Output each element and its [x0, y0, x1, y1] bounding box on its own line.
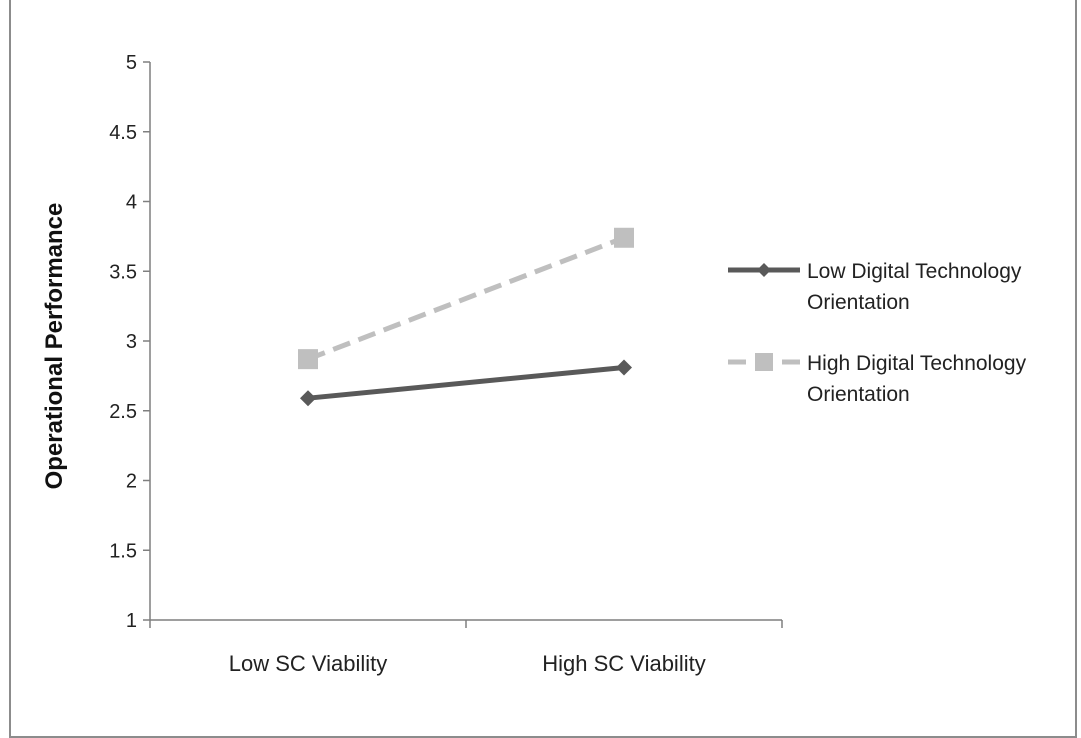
line-chart: 1 1.5 2 2.5 3 3.5 4 4.5 5 Low SC Viability High S… [41, 52, 1027, 676]
y-tick-label: 4.5 [109, 122, 137, 144]
x-axis-ticks: Low SC Viability High SC Viability [149, 620, 783, 676]
y-tick-label: 1.5 [109, 540, 137, 562]
series-layer [298, 227, 634, 407]
legend-label: High Digital Technology [807, 352, 1027, 375]
legend-label: Low Digital Technology [807, 260, 1022, 283]
x-tick-label: Low SC Viability [229, 651, 388, 676]
series-1 [300, 359, 632, 407]
legend-marker-swatch [755, 353, 773, 371]
y-tick-label: 2.5 [109, 401, 137, 423]
y-tick-label: 3.5 [109, 261, 137, 283]
data-point-marker [298, 349, 318, 370]
data-point-marker [616, 359, 632, 376]
series-line [307, 365, 625, 401]
legend-label: Orientation [807, 291, 910, 314]
series-line [307, 235, 625, 362]
data-point-marker [300, 390, 316, 407]
data-point-marker [614, 227, 634, 248]
y-tick-label: 5 [126, 52, 137, 74]
axes [149, 62, 782, 621]
series-2 [298, 227, 634, 370]
y-tick-label: 1 [126, 610, 137, 632]
y-tick-label: 4 [126, 192, 137, 214]
legend-label: Orientation [807, 383, 910, 406]
legend-marker-swatch [757, 263, 771, 277]
chart-frame [9, 0, 1077, 738]
legend-entry-2: High Digital Technology Orientation [728, 352, 1027, 406]
y-tick-label: 2 [126, 471, 137, 493]
x-tick-label: High SC Viability [542, 651, 705, 676]
y-axis-label: Operational Performance [41, 203, 68, 490]
y-tick-label: 3 [126, 331, 137, 353]
legend-entry-1: Low Digital Technology Orientation [728, 260, 1022, 314]
y-axis-ticks: 1 1.5 2 2.5 3 3.5 4 4.5 5 [109, 52, 150, 632]
